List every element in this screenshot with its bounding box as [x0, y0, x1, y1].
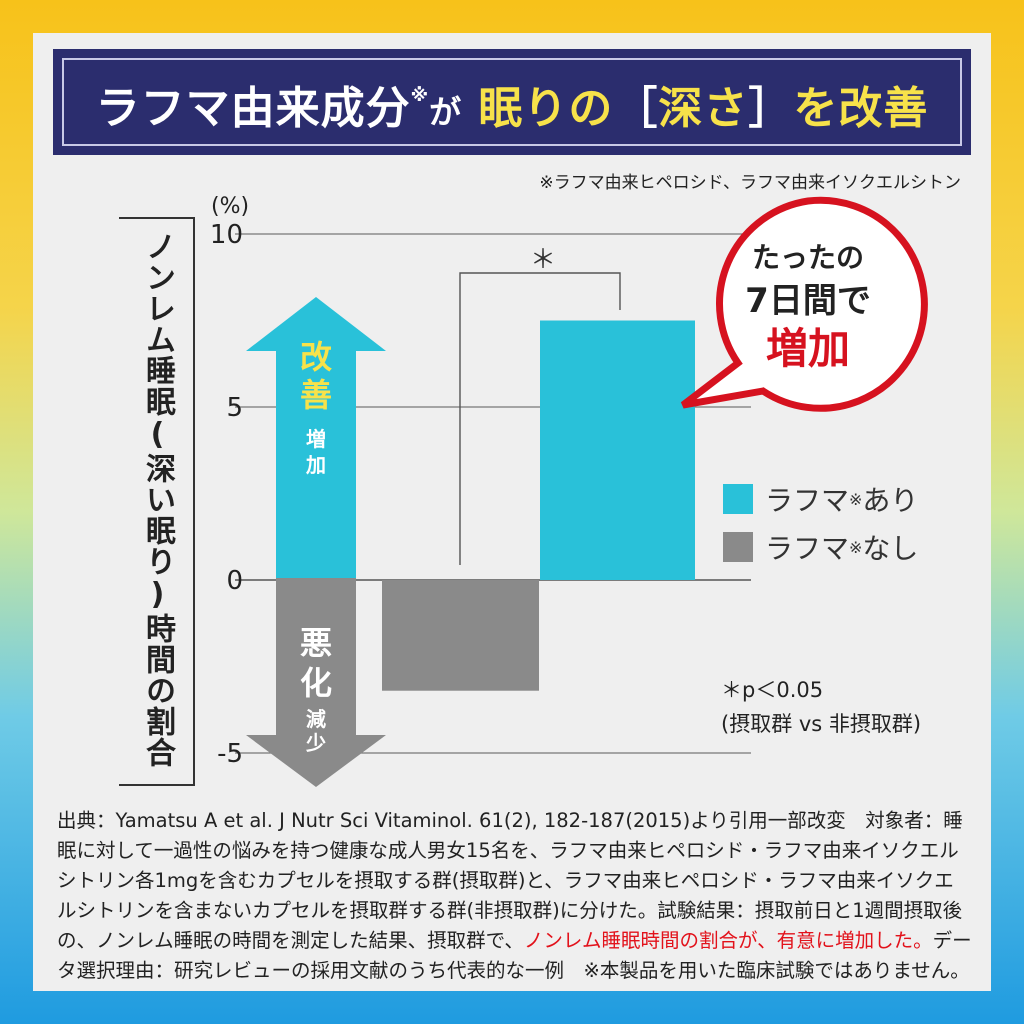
- speech-bubble: [680, 196, 928, 412]
- legend-label-without: ラフマ: [765, 532, 850, 565]
- banner-part4: 深さ: [658, 83, 749, 134]
- legend-swatch-with: [723, 484, 753, 514]
- bubble-line2: 7日間で: [745, 281, 871, 321]
- y-ticks: 10 5 0 -5: [210, 220, 243, 769]
- legend-mark-with: ※: [849, 489, 863, 509]
- improve-title: 改善: [299, 338, 332, 414]
- p-value-note: ＊p＜0.05 (摂取群 vs 非摂取群): [721, 673, 921, 741]
- bubble-line1: たったの: [751, 241, 864, 274]
- bracket-cap-bottom: [119, 784, 131, 786]
- banner-part3: 眠りの: [478, 83, 614, 134]
- y-tick-label: -5: [217, 739, 243, 769]
- y-tick-label: 10: [210, 220, 243, 250]
- significance-bracket: ＊: [459, 245, 621, 565]
- banner-bracket-close: ］: [748, 83, 794, 134]
- improve-arrow-icon: [246, 297, 386, 578]
- banner-border: [62, 58, 962, 146]
- bar-without-rafuma: [382, 580, 539, 691]
- y-axis-label: ノンレム睡眠(深い眠り)時間の割合: [140, 231, 175, 768]
- bar-with-rafuma: [540, 320, 695, 580]
- legend-item-with: ラフマ ※ あり: [723, 479, 918, 519]
- p-value-line2: (摂取群 vs 非摂取群): [721, 712, 922, 736]
- worsen-label: 悪化 減少: [286, 623, 346, 755]
- banner-part2: が: [429, 93, 463, 131]
- legend-item-without: ラフマ ※ なし: [723, 527, 918, 567]
- source-highlight: ノンレム睡眠時間の割合が、有意に増加した。: [523, 929, 933, 952]
- y-tick-label: 0: [226, 566, 243, 596]
- source-text1: 出典：Yamatsu A et al. J Nutr Sci Vitaminol…: [57, 809, 963, 952]
- bubble-line3: 増加: [765, 324, 850, 373]
- source-footnote: 出典：Yamatsu A et al. J Nutr Sci Vitaminol…: [57, 806, 972, 986]
- banner-part5: を改善: [793, 83, 929, 134]
- worsen-title: 悪化: [299, 624, 332, 702]
- legend-suffix-with: あり: [862, 484, 919, 517]
- y-tick-label: 5: [226, 393, 243, 423]
- y-axis-label-box: ノンレム睡眠(深い眠り)時間の割合: [119, 217, 195, 786]
- significance-line: [459, 272, 621, 565]
- worsen-arrow-icon: [246, 578, 386, 787]
- banner-part1: ラフマ由来成分: [95, 83, 411, 134]
- bars: [382, 320, 695, 691]
- source-text2: データ選択理由：研究レビューの採用文献のうち代表的な一例 ※本製品を用いた臨床試…: [57, 929, 972, 982]
- main-panel: ラフマ由来成分※が 眠りの［深さ］を改善 ※ラフマ由来ヒペロシド、ラフマ由来イソ…: [33, 33, 991, 991]
- legend-label-with: ラフマ: [765, 484, 850, 517]
- significance-mark: ＊: [530, 245, 556, 275]
- legend-suffix-without: なし: [862, 532, 919, 565]
- improve-label: 改善 増加: [286, 338, 346, 478]
- y-unit-label: (%): [211, 194, 249, 219]
- legend-mark-without: ※: [849, 537, 863, 557]
- worsen-sub: 減少: [306, 707, 326, 755]
- bracket-cap-top: [119, 217, 131, 219]
- banner-title: ラフマ由来成分※が 眠りの［深さ］を改善: [56, 72, 968, 136]
- banner-bracket-open: ［: [613, 83, 659, 134]
- banner-footnote: ※ラフマ由来ヒペロシド、ラフマ由来イソクエルシトン: [539, 173, 961, 193]
- legend-swatch-without: [723, 532, 753, 562]
- title-banner: ラフマ由来成分※が 眠りの［深さ］を改善: [53, 49, 971, 155]
- banner-mark: ※: [410, 85, 430, 106]
- chart: 10 5 0 -5 (%) ＊: [210, 194, 928, 787]
- bubble-text: たったの 7日間で 増加: [713, 238, 903, 374]
- p-value-line1: ＊p＜0.05: [721, 678, 824, 702]
- improve-sub: 増加: [306, 427, 326, 477]
